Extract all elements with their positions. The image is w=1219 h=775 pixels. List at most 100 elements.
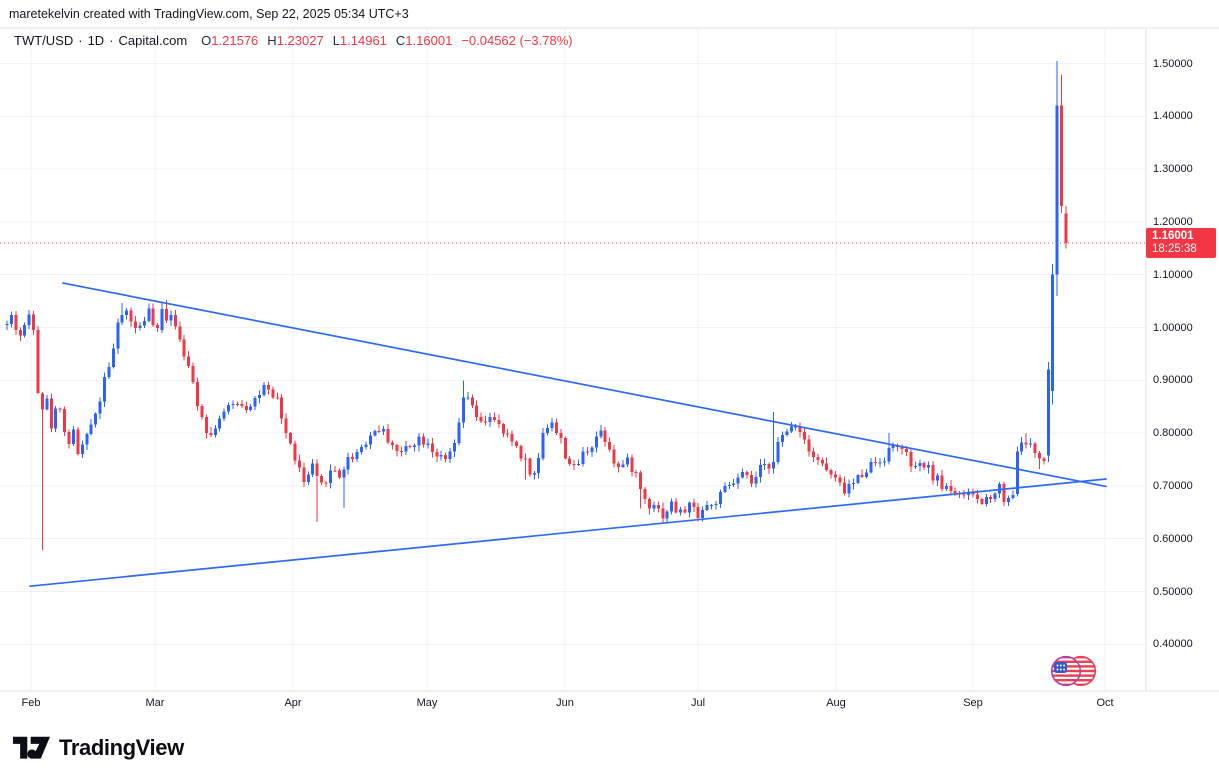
candle-body	[67, 432, 71, 445]
last-price-label: 1.16001 18:25:38	[1146, 228, 1216, 258]
price-tick-label: 1.40000	[1153, 110, 1193, 123]
candle-body	[453, 443, 457, 452]
candle-body	[913, 465, 917, 467]
trendline-upper-descending[interactable]	[62, 282, 1107, 488]
candle-body	[497, 420, 501, 425]
candle-body	[701, 509, 705, 519]
candle-body	[918, 463, 922, 466]
candle-wick	[276, 392, 278, 400]
candle-body	[315, 463, 319, 476]
trendline-lower-ascending[interactable]	[29, 478, 1107, 588]
candle-wick	[1025, 433, 1027, 449]
candle-body	[692, 502, 696, 507]
chart-legend[interactable]: TWT/USD · 1D · Capital.com O1.21576 H1.23027 L1…	[14, 33, 573, 48]
candle-wick	[959, 491, 961, 499]
candle-wick	[6, 320, 8, 330]
candle-body	[829, 469, 833, 475]
candle-body	[45, 398, 49, 410]
candle-body	[687, 502, 691, 513]
time-tick-label: Jul	[690, 697, 706, 709]
candle-body	[492, 417, 496, 421]
candle-body	[1064, 213, 1068, 244]
candle-body	[444, 454, 448, 459]
candle-body	[780, 434, 784, 442]
candle-wick	[343, 466, 345, 509]
candle-body	[621, 464, 625, 467]
candle-body	[838, 477, 842, 483]
legend-high-value: 1.23027	[276, 33, 324, 48]
time-axis[interactable]: Feb Mar Apr May Jun Jul Aug Sep Oct	[0, 691, 1146, 717]
candle-body	[993, 493, 997, 499]
candle-wick	[773, 411, 775, 474]
candle-body	[772, 461, 776, 469]
candle-wick	[1038, 451, 1040, 470]
candle-body	[439, 454, 443, 457]
candles-layer[interactable]	[5, 60, 1068, 550]
candle-body	[80, 444, 84, 454]
attribution-text: maretekelvin created with TradingView.co…	[9, 7, 409, 21]
candle-body	[900, 446, 904, 450]
candle-body	[461, 397, 465, 423]
price-tick-label: 0.70000	[1153, 479, 1193, 492]
candle-body	[754, 476, 758, 484]
candle-body	[550, 422, 554, 428]
candle-body	[200, 406, 204, 417]
candle-body	[235, 404, 239, 406]
tradingview-wordmark: TradingView	[59, 735, 184, 760]
candle-body	[904, 449, 908, 453]
candle-body	[541, 433, 545, 459]
candle-wick	[1012, 490, 1014, 500]
candle-body	[395, 445, 399, 451]
price-axis[interactable]: 1.16001 18:25:38 1.50000 1.40000 1.30000 1.…	[1146, 28, 1219, 691]
candle-body	[1011, 495, 1015, 499]
candle-body	[962, 494, 966, 496]
time-tick-label: Feb	[21, 697, 41, 709]
candle-body	[355, 452, 359, 459]
candle-body	[457, 422, 461, 444]
time-tick-label: Sep	[963, 697, 983, 709]
candle-body	[244, 405, 248, 411]
candle-body	[293, 443, 297, 461]
candle-wick	[901, 444, 903, 455]
candle-body	[554, 422, 558, 434]
candle-body	[98, 401, 102, 414]
candle-wick	[316, 459, 318, 522]
candle-body	[289, 433, 293, 444]
candle-body	[528, 458, 532, 475]
tradingview-logo[interactable]: TradingView	[13, 735, 184, 762]
candle-body	[984, 496, 988, 504]
candle-body	[798, 426, 802, 432]
candle-body	[741, 471, 745, 478]
candle-body	[23, 324, 27, 336]
candle-body	[639, 472, 643, 489]
candle-body	[240, 404, 244, 406]
candle-wick	[861, 469, 863, 479]
candle-wick	[733, 478, 735, 487]
candle-body	[408, 445, 412, 448]
candle-body	[1042, 458, 1046, 462]
candle-wick	[236, 401, 238, 407]
candle-body	[435, 452, 439, 457]
candle-wick	[210, 427, 212, 437]
candle-body	[763, 464, 767, 466]
candle-body	[448, 451, 452, 459]
candle-body	[368, 435, 372, 445]
candle-body	[147, 308, 151, 322]
candle-body	[537, 458, 541, 474]
candle-body	[422, 436, 426, 445]
candle-body	[165, 309, 169, 321]
candle-body	[577, 463, 581, 465]
candle-wick	[622, 459, 624, 469]
candle-body	[1051, 274, 1055, 391]
candle-body	[413, 445, 417, 448]
candle-body	[510, 434, 514, 442]
candle-body	[559, 433, 563, 439]
candle-body	[218, 418, 222, 429]
legend-separator: ·	[78, 33, 83, 48]
candle-body	[178, 326, 182, 340]
candle-body	[674, 501, 678, 513]
candle-body	[306, 474, 310, 482]
candle-body	[940, 475, 944, 489]
